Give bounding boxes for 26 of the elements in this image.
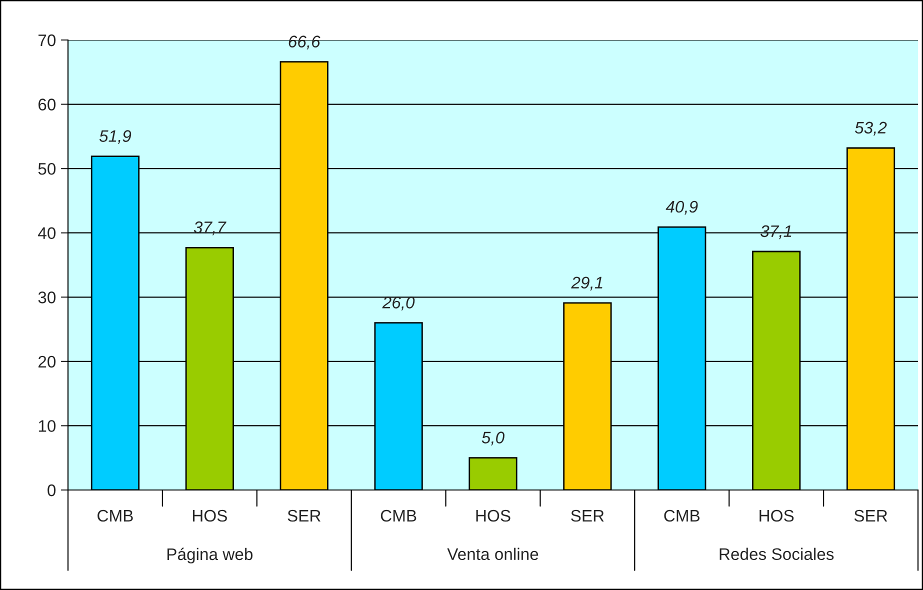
y-tick-label: 50 [38, 162, 56, 175]
y-tick-label: 10 [38, 420, 56, 432]
text: Redes Sociales [720, 548, 834, 560]
x-tick-label: CMB [380, 510, 416, 522]
x-tick-label: HOS [476, 510, 510, 522]
y-tick-label: 0 [48, 484, 56, 496]
x-tick-label: HOS [192, 510, 227, 522]
x-tick-label: SER [571, 510, 604, 522]
y-tick-label: 70 [38, 34, 56, 46]
y-tick-label: 60 [38, 98, 56, 110]
text: Venta online [447, 548, 538, 560]
text: Página web [167, 548, 253, 564]
y-tick-label: 20 [38, 356, 56, 368]
x-tick-label: CMB [664, 510, 700, 522]
y-tick-label: 40 [38, 227, 56, 240]
x-tick-label: SER [288, 510, 320, 522]
data-label: 5,0 [482, 432, 504, 446]
x-tick-label: CMB [98, 510, 133, 522]
y-tick-label: 30 [38, 292, 56, 304]
data-label: 29,1 [571, 276, 602, 290]
x-tick-label: SER [854, 510, 888, 522]
data-label: 26,0 [382, 296, 415, 310]
x-tick-label: HOS [760, 510, 794, 522]
data-label: 51,9 [99, 130, 132, 144]
data-label: 53,2 [854, 122, 887, 136]
data-label: 40,9 [666, 200, 698, 215]
